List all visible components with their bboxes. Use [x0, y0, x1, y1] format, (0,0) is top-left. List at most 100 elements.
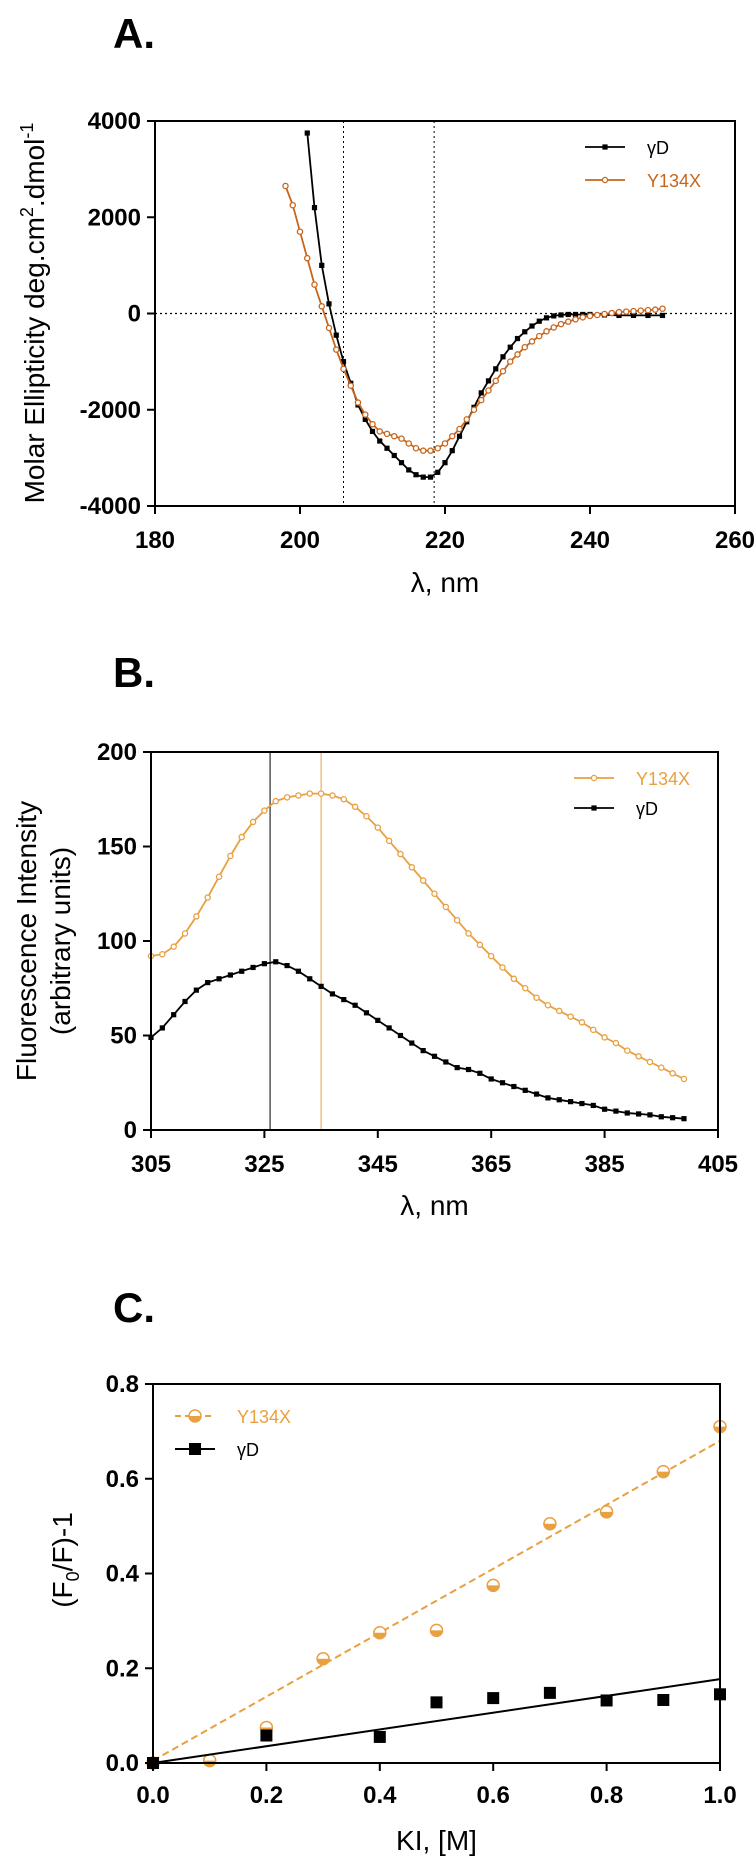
- data-point: [227, 852, 234, 860]
- series-y134x: [147, 790, 688, 1083]
- data-point: [646, 1058, 654, 1066]
- legend-marker: [590, 774, 598, 782]
- data-point: [456, 425, 463, 433]
- data-point: [182, 998, 188, 1005]
- data-point-fill: [373, 1632, 386, 1639]
- data-point: [249, 818, 257, 826]
- data-point: [373, 1625, 387, 1640]
- data-point: [477, 396, 485, 404]
- data-point: [319, 262, 325, 268]
- data-point: [442, 460, 448, 466]
- data-point: [558, 312, 564, 318]
- data-point: [657, 1693, 670, 1706]
- data-point: [578, 1019, 586, 1026]
- legend-label: Y134X: [237, 1407, 291, 1427]
- data-point: [430, 1696, 443, 1709]
- data-point: [306, 790, 314, 797]
- x-axis-title: λ, nm: [411, 567, 479, 598]
- data-point: [351, 803, 359, 811]
- data-point: [644, 306, 652, 314]
- panel-letter: C.: [113, 1284, 155, 1331]
- data-point: [544, 1002, 552, 1009]
- data-point: [454, 1065, 460, 1071]
- data-point: [624, 1047, 631, 1054]
- data-point: [656, 1464, 671, 1479]
- y-tick-label: 0.6: [106, 1466, 139, 1493]
- data-point-fill: [600, 1511, 613, 1518]
- data-point: [543, 328, 550, 335]
- data-point: [384, 445, 390, 451]
- y-tick-label: 0: [128, 301, 141, 328]
- x-tick-label: 0.4: [363, 1782, 397, 1809]
- data-point: [427, 447, 434, 454]
- data-point: [261, 807, 268, 814]
- legend: Y134X γD: [175, 1407, 291, 1460]
- plot-frame: [150, 751, 719, 1131]
- data-point: [341, 996, 347, 1003]
- data-point: [499, 964, 506, 971]
- data-point: [601, 1034, 608, 1041]
- data-point: [238, 833, 245, 841]
- data-point: [624, 1110, 630, 1116]
- data-point: [316, 1652, 330, 1666]
- data-point: [374, 824, 382, 831]
- data-point: [543, 1517, 557, 1531]
- panel-b: B. 305 325 345 365 385 405 0 50 100 150 200 λ, nm Flu…: [11, 649, 738, 1221]
- data-point: [390, 432, 398, 440]
- y-tick-label: 100: [97, 928, 137, 955]
- data-point: [383, 430, 391, 438]
- data-point: [608, 309, 616, 317]
- data-point: [420, 1048, 426, 1054]
- data-point: [204, 894, 211, 901]
- data-point: [408, 864, 416, 871]
- legend-marker: [189, 1443, 201, 1455]
- data-point: [441, 440, 449, 447]
- data-point: [586, 312, 594, 320]
- data-point: [363, 813, 370, 820]
- data-point: [419, 877, 427, 884]
- data-point: [555, 1007, 563, 1015]
- data-point: [332, 346, 340, 353]
- legend-label: γD: [636, 799, 658, 819]
- data-point: [545, 1095, 551, 1101]
- data-point: [405, 440, 412, 447]
- data-point: [283, 794, 291, 801]
- data-point: [347, 382, 354, 389]
- data-point: [594, 311, 601, 319]
- data-point: [511, 1083, 517, 1090]
- data-point: [215, 873, 223, 880]
- data-point: [601, 310, 608, 318]
- data-point: [612, 1039, 620, 1047]
- y-tick-label: 200: [97, 739, 137, 766]
- data-point: [340, 365, 347, 373]
- data-point: [307, 976, 313, 982]
- data-point: [565, 311, 571, 318]
- data-point: [478, 390, 484, 396]
- data-point: [159, 1025, 165, 1031]
- data-point: [284, 962, 290, 969]
- data-point: [485, 387, 492, 394]
- data-point: [304, 130, 310, 136]
- y-tick-label: 0.4: [106, 1561, 140, 1588]
- data-point: [590, 1026, 597, 1034]
- y-axis-title-superscript: 2: [17, 207, 37, 217]
- data-point: [311, 281, 318, 288]
- data-point: [572, 316, 579, 323]
- data-point: [318, 303, 325, 310]
- y-tick-label: 0.2: [106, 1655, 139, 1682]
- data-point: [397, 850, 404, 858]
- data-point: [536, 332, 543, 340]
- y-axis-title-subscript: 0: [63, 1571, 83, 1581]
- panel-c: C. 0.0 0.2 0.4 0.6 0.8 1.0 0.0 0.2 0.4 0.6 0.8 KI, […: [47, 1284, 737, 1856]
- x-tick-label: 0.2: [250, 1782, 283, 1809]
- data-point: [615, 308, 623, 316]
- data-point-fill: [487, 1585, 500, 1592]
- x-tick-label: 0.0: [136, 1782, 169, 1809]
- data-point: [637, 307, 645, 314]
- data-point-fill: [430, 1630, 443, 1637]
- data-point: [311, 205, 318, 211]
- panel-a: A. 180 200 220 240 260 -4000 -2000 0 2000 4000 λ, n…: [17, 10, 754, 598]
- data-point: [493, 366, 499, 372]
- data-point: [557, 320, 565, 328]
- data-point: [376, 428, 383, 435]
